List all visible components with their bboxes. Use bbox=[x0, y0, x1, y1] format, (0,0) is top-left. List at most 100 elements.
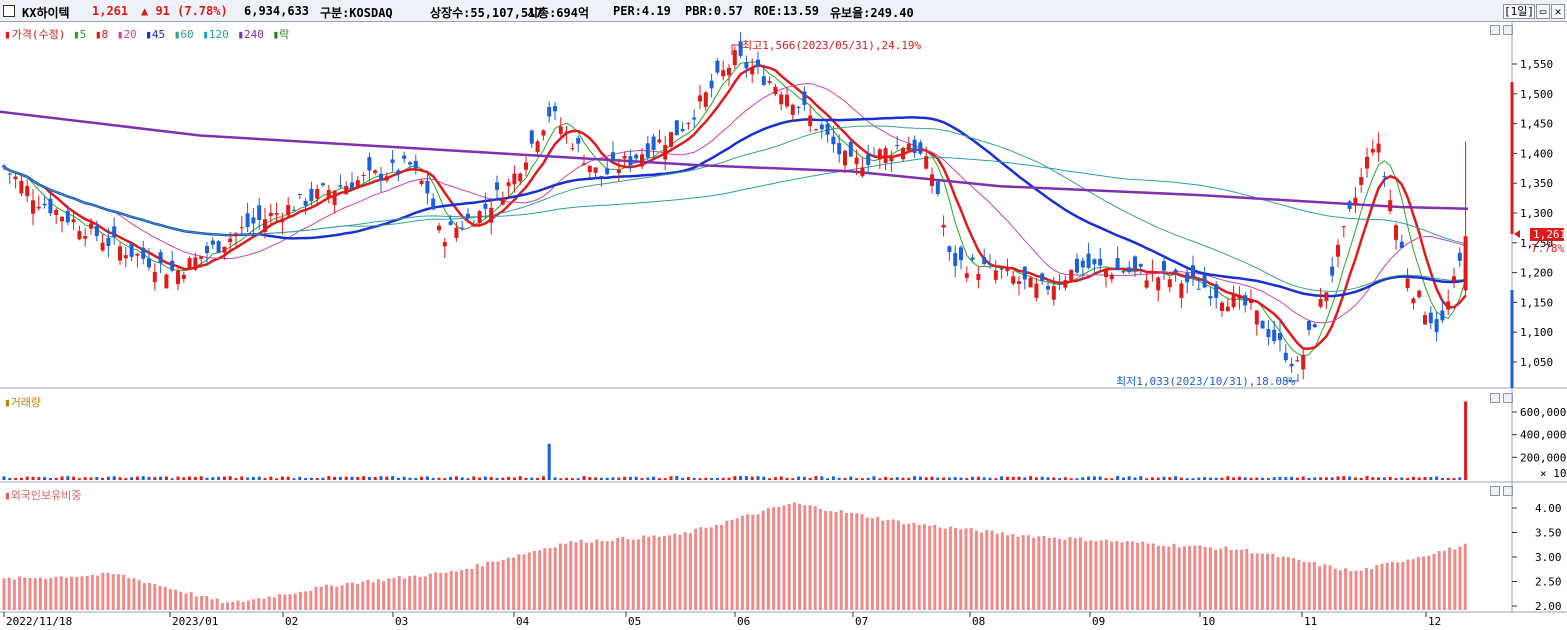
volume-bar bbox=[159, 476, 163, 480]
candle-body bbox=[135, 253, 140, 256]
candle-body bbox=[686, 123, 691, 125]
foreign-bar bbox=[813, 506, 817, 610]
foreign-bar bbox=[272, 597, 276, 610]
candle-body bbox=[506, 182, 511, 187]
candle-body bbox=[570, 148, 575, 150]
restore-icon[interactable]: ▭ bbox=[1536, 4, 1550, 19]
volume-bar bbox=[831, 476, 835, 480]
foreign-bar bbox=[642, 535, 646, 610]
price-tick-label: 1,550 bbox=[1520, 58, 1553, 71]
candle-body bbox=[901, 147, 905, 160]
foreign-bar bbox=[777, 506, 781, 610]
candle-body bbox=[1225, 306, 1230, 312]
volume-bar bbox=[1243, 477, 1247, 480]
candle-body bbox=[379, 173, 383, 181]
stock-name[interactable]: KX하이텍 bbox=[22, 6, 70, 20]
volume-bar bbox=[495, 477, 499, 480]
period-button[interactable]: [1일] bbox=[1503, 4, 1535, 19]
ma240-legend[interactable]: ▮240 bbox=[237, 28, 264, 41]
volume-tick-label: 600,000 bbox=[1520, 406, 1566, 419]
volume-bar bbox=[692, 477, 696, 480]
volume-bar bbox=[802, 476, 806, 480]
price-legend-label[interactable]: 가격(수정) bbox=[11, 28, 66, 41]
foreign-bar bbox=[356, 584, 360, 610]
volume-bar bbox=[1295, 477, 1299, 480]
ma45-legend[interactable]: ▮45 bbox=[145, 28, 166, 41]
foreign-pane-min-button[interactable] bbox=[1490, 486, 1500, 496]
candle-body bbox=[790, 104, 795, 115]
volume-pane-min-button[interactable] bbox=[1490, 393, 1500, 403]
price-pane-min-button[interactable] bbox=[1490, 25, 1500, 35]
volume-bar bbox=[269, 476, 273, 480]
foreign-bar bbox=[1021, 535, 1025, 610]
foreign-bar bbox=[470, 569, 474, 610]
volume-bar bbox=[379, 476, 383, 480]
ma120-line bbox=[3, 157, 1466, 244]
volume-bar bbox=[1098, 476, 1102, 480]
close-icon[interactable]: ✕ bbox=[1551, 4, 1565, 19]
volume-bar bbox=[686, 477, 690, 480]
ex-rights-legend[interactable]: ▮락 bbox=[272, 28, 290, 41]
foreign-bar bbox=[746, 514, 750, 610]
volume-bar bbox=[953, 477, 957, 480]
ma5-legend[interactable]: ▮5 bbox=[72, 28, 87, 41]
foreign-bar bbox=[241, 602, 245, 610]
foreign-bar bbox=[70, 576, 74, 610]
volume-bar bbox=[553, 477, 557, 480]
ma8-legend[interactable]: ▮8 bbox=[94, 28, 109, 41]
candle-body bbox=[1104, 268, 1108, 278]
candle-body bbox=[993, 270, 998, 280]
volume-bar bbox=[43, 477, 47, 480]
foreign-bar bbox=[1188, 546, 1192, 610]
foreign-bar bbox=[179, 591, 183, 610]
candle-body bbox=[147, 258, 151, 268]
foreign-bar bbox=[668, 535, 672, 610]
candle-body bbox=[13, 176, 18, 180]
candle-body bbox=[1051, 286, 1056, 300]
foreign-bar bbox=[480, 566, 484, 610]
candle-body bbox=[1301, 354, 1306, 370]
candle-body bbox=[338, 185, 343, 187]
foreign-bar bbox=[860, 514, 864, 610]
select-checkbox[interactable] bbox=[3, 5, 15, 17]
volume-bar bbox=[860, 478, 864, 480]
foreign-bar bbox=[954, 527, 958, 610]
candle-body bbox=[205, 246, 209, 254]
volume-legend[interactable]: ▮거래량 bbox=[4, 396, 41, 409]
volume-bar bbox=[1029, 476, 1033, 480]
volume-bar bbox=[1185, 478, 1189, 480]
volume-bar bbox=[1063, 477, 1067, 480]
foreign-bar bbox=[96, 575, 100, 610]
candle-body bbox=[384, 176, 389, 181]
ma120-legend[interactable]: ▮120 bbox=[202, 28, 229, 41]
foreign-bar bbox=[1089, 540, 1093, 610]
foreign-legend[interactable]: ▮외국인보유비중 bbox=[4, 489, 82, 502]
foreign-bar bbox=[324, 584, 328, 610]
candle-body bbox=[1446, 301, 1451, 310]
volume-bar bbox=[988, 477, 992, 480]
foreign-bar bbox=[1344, 568, 1348, 610]
candle-body bbox=[767, 81, 772, 83]
price-legend-marker: ▮ bbox=[4, 28, 11, 41]
volume-bar bbox=[298, 476, 302, 480]
ma20-legend[interactable]: ▮20 bbox=[116, 28, 137, 41]
foreign-bar bbox=[38, 577, 42, 610]
foreign-bar bbox=[257, 598, 261, 610]
foreign-bar bbox=[293, 593, 297, 610]
price-tick-label: 1,400 bbox=[1520, 147, 1553, 160]
volume-bar bbox=[849, 476, 853, 480]
foreign-bar bbox=[350, 582, 354, 610]
volume-bar bbox=[1371, 477, 1375, 480]
candle-body bbox=[529, 130, 534, 144]
volume-bar bbox=[193, 477, 197, 480]
foreign-bar bbox=[1380, 563, 1384, 610]
foreign-bar bbox=[673, 533, 677, 610]
foreign-bar bbox=[558, 543, 562, 610]
candle-body bbox=[587, 165, 592, 173]
ma60-legend[interactable]: ▮60 bbox=[173, 28, 194, 41]
volume-bar bbox=[118, 477, 122, 480]
foreign-bar bbox=[839, 510, 843, 610]
foreign-bar bbox=[938, 527, 942, 610]
